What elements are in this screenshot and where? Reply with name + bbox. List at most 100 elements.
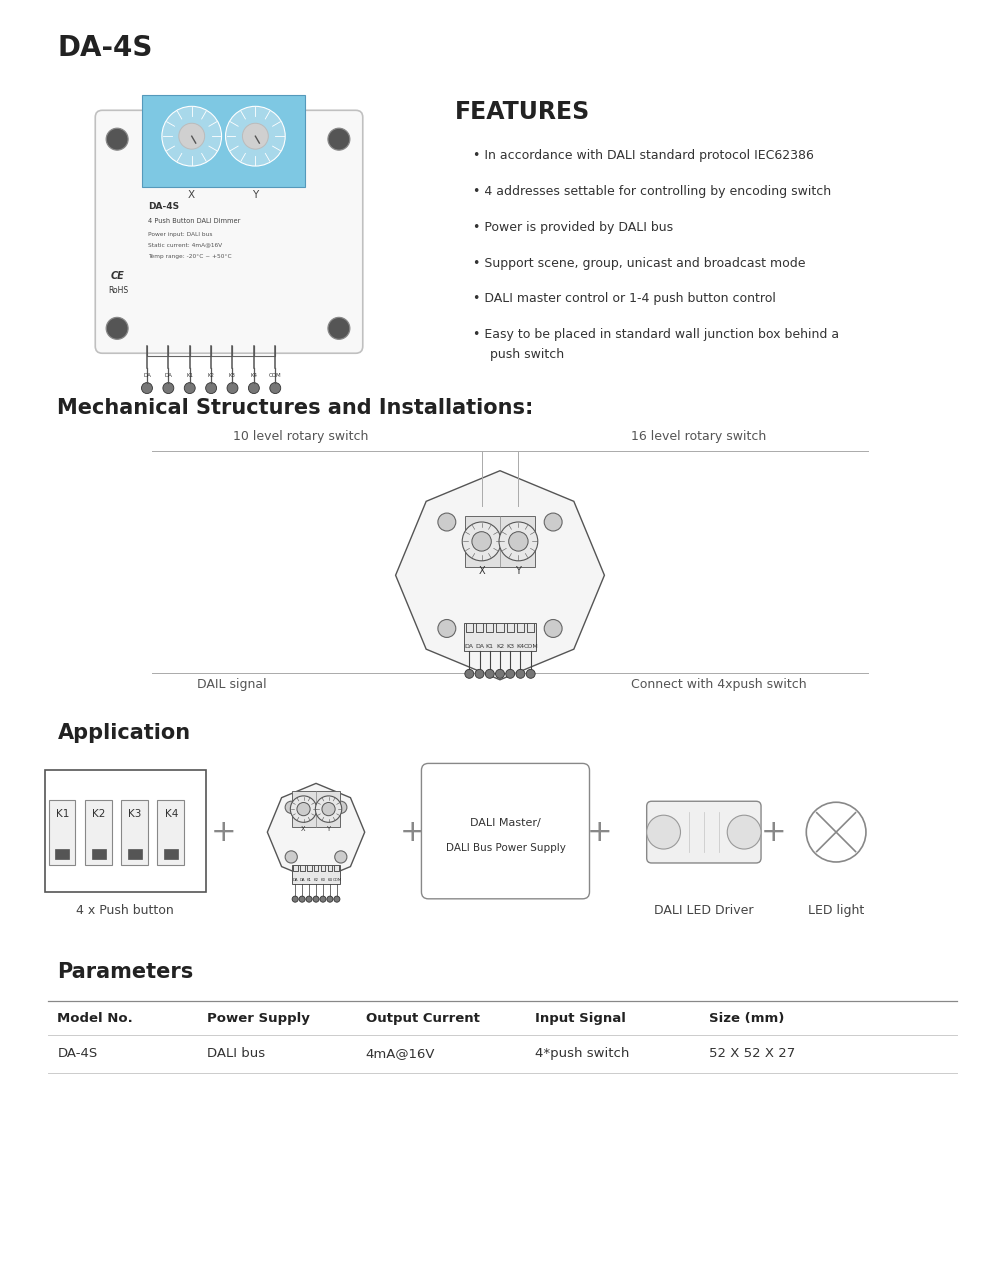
Circle shape bbox=[438, 620, 456, 638]
Circle shape bbox=[242, 123, 268, 149]
Text: Temp range: -20°C ~ +50°C: Temp range: -20°C ~ +50°C bbox=[148, 254, 232, 258]
Text: • Easy to be placed in standard wall junction box behind a: • Easy to be placed in standard wall jun… bbox=[473, 329, 839, 342]
Circle shape bbox=[516, 669, 525, 678]
Text: K2: K2 bbox=[314, 878, 319, 882]
Circle shape bbox=[526, 669, 535, 678]
Circle shape bbox=[162, 106, 222, 166]
Text: • 4 addresses settable for controlling by encoding switch: • 4 addresses settable for controlling b… bbox=[473, 185, 831, 199]
Text: 4mA@16V: 4mA@16V bbox=[366, 1046, 435, 1060]
Circle shape bbox=[509, 531, 528, 552]
Circle shape bbox=[227, 382, 238, 393]
FancyBboxPatch shape bbox=[421, 763, 590, 899]
Text: • Support scene, group, unicast and broadcast mode: • Support scene, group, unicast and broa… bbox=[473, 257, 806, 269]
Text: DAIL signal: DAIL signal bbox=[197, 678, 266, 691]
Circle shape bbox=[292, 896, 298, 902]
Circle shape bbox=[647, 815, 680, 849]
Text: +: + bbox=[761, 817, 786, 846]
Text: Y: Y bbox=[326, 826, 331, 832]
Circle shape bbox=[248, 382, 259, 393]
Circle shape bbox=[285, 851, 297, 863]
Text: K1: K1 bbox=[307, 878, 312, 882]
Circle shape bbox=[544, 514, 562, 531]
Circle shape bbox=[465, 669, 474, 678]
Text: LED light: LED light bbox=[808, 903, 864, 917]
Circle shape bbox=[179, 123, 205, 149]
Polygon shape bbox=[396, 471, 604, 679]
Circle shape bbox=[727, 815, 761, 849]
Text: DALI LED Driver: DALI LED Driver bbox=[654, 903, 754, 917]
Text: DA: DA bbox=[164, 373, 172, 378]
Text: X: X bbox=[188, 190, 195, 200]
Text: 4 x Push button: 4 x Push button bbox=[76, 903, 174, 917]
Text: COM: COM bbox=[523, 644, 538, 649]
Circle shape bbox=[438, 514, 456, 531]
Circle shape bbox=[328, 318, 350, 339]
Text: CE: CE bbox=[110, 271, 124, 281]
Text: DA-4S: DA-4S bbox=[57, 1046, 98, 1060]
Circle shape bbox=[106, 128, 128, 151]
Text: K1: K1 bbox=[56, 810, 69, 820]
Text: DA-4S: DA-4S bbox=[57, 34, 153, 62]
Text: Application: Application bbox=[57, 722, 191, 743]
Text: K3: K3 bbox=[128, 810, 142, 820]
Text: • DALI master control or 1-4 push button control: • DALI master control or 1-4 push button… bbox=[473, 292, 776, 306]
Circle shape bbox=[322, 802, 335, 816]
Text: DA: DA bbox=[299, 878, 305, 882]
Text: DALI bus: DALI bus bbox=[207, 1046, 265, 1060]
Text: • In accordance with DALI standard protocol IEC62386: • In accordance with DALI standard proto… bbox=[473, 149, 814, 162]
Text: Parameters: Parameters bbox=[57, 961, 194, 982]
Text: Y: Y bbox=[515, 567, 521, 577]
Text: Output Current: Output Current bbox=[366, 1012, 480, 1025]
Circle shape bbox=[184, 382, 195, 393]
Bar bbox=[128, 849, 142, 859]
Text: Connect with 4xpush switch: Connect with 4xpush switch bbox=[631, 678, 807, 691]
Circle shape bbox=[142, 382, 152, 393]
Circle shape bbox=[499, 522, 538, 560]
Text: K4: K4 bbox=[165, 810, 178, 820]
Circle shape bbox=[485, 669, 494, 678]
FancyBboxPatch shape bbox=[464, 624, 536, 651]
Text: 16 level rotary switch: 16 level rotary switch bbox=[631, 430, 767, 443]
Text: DA: DA bbox=[292, 878, 298, 882]
Text: RoHS: RoHS bbox=[108, 286, 128, 296]
Circle shape bbox=[226, 106, 285, 166]
Text: 52 X 52 X 27: 52 X 52 X 27 bbox=[709, 1046, 795, 1060]
Circle shape bbox=[299, 896, 305, 902]
Text: 10 level rotary switch: 10 level rotary switch bbox=[233, 430, 369, 443]
Polygon shape bbox=[267, 783, 365, 880]
Text: DA: DA bbox=[475, 644, 484, 649]
Text: K2: K2 bbox=[92, 810, 105, 820]
Circle shape bbox=[496, 669, 504, 678]
Circle shape bbox=[313, 896, 319, 902]
Text: push switch: push switch bbox=[490, 348, 564, 362]
Circle shape bbox=[506, 669, 515, 678]
Bar bbox=[92, 849, 106, 859]
Circle shape bbox=[163, 382, 174, 393]
Text: DALI Master/: DALI Master/ bbox=[470, 818, 541, 829]
FancyBboxPatch shape bbox=[142, 95, 305, 187]
Circle shape bbox=[315, 796, 342, 822]
Text: Y: Y bbox=[252, 190, 258, 200]
Circle shape bbox=[806, 802, 866, 861]
Circle shape bbox=[306, 896, 312, 902]
Bar bbox=[45, 770, 206, 892]
Text: Static current: 4mA@16V: Static current: 4mA@16V bbox=[148, 243, 222, 248]
Text: DA-4S: DA-4S bbox=[148, 202, 179, 211]
Text: Size (mm): Size (mm) bbox=[709, 1012, 784, 1025]
Text: Mechanical Structures and Installations:: Mechanical Structures and Installations: bbox=[57, 398, 534, 417]
FancyBboxPatch shape bbox=[49, 801, 75, 865]
Circle shape bbox=[106, 318, 128, 339]
Circle shape bbox=[290, 796, 317, 822]
Circle shape bbox=[206, 382, 217, 393]
Text: K3: K3 bbox=[320, 878, 325, 882]
Text: K3: K3 bbox=[229, 373, 236, 378]
Text: • Power is provided by DALI bus: • Power is provided by DALI bus bbox=[473, 221, 673, 234]
Bar bbox=[164, 849, 178, 859]
Circle shape bbox=[335, 801, 347, 813]
Text: Power Supply: Power Supply bbox=[207, 1012, 310, 1025]
Text: 4*push switch: 4*push switch bbox=[535, 1046, 629, 1060]
Text: K1: K1 bbox=[486, 644, 494, 649]
Text: X: X bbox=[301, 826, 306, 832]
Text: K2: K2 bbox=[208, 373, 215, 378]
Circle shape bbox=[270, 382, 281, 393]
